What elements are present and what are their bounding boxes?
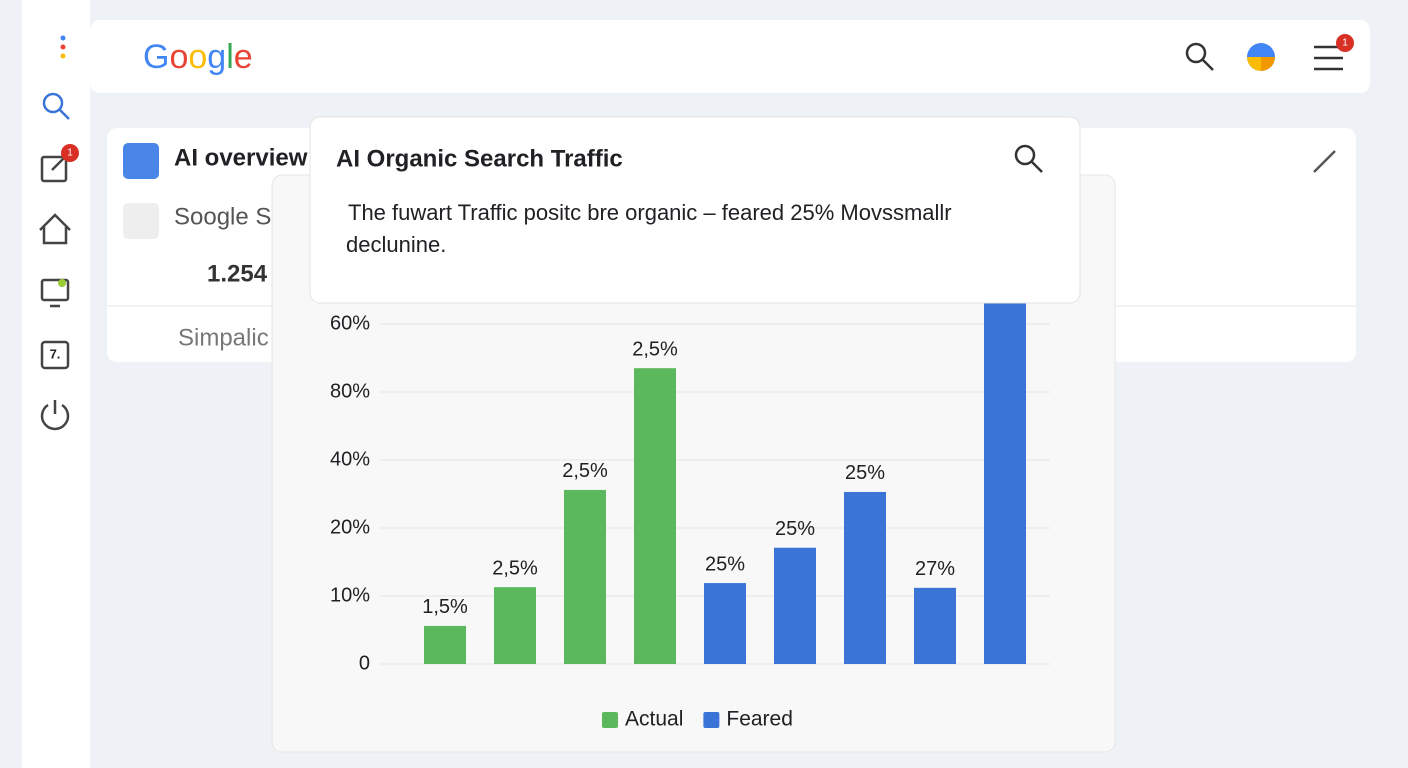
sidebar (22, 0, 90, 768)
chart: 0 10% 20% 40% 80% 60% 1,5% 2,5% 2,5% 2,5% 25% 25% 25… (330, 239, 1050, 731)
badge-text: 1 (1342, 38, 1348, 49)
bar (844, 491, 886, 664)
bar (564, 489, 606, 664)
legend-swatch (703, 712, 720, 728)
card-icon (123, 143, 159, 179)
status-dot (58, 279, 66, 287)
y-tick-label: 40% (330, 448, 370, 470)
badge (61, 144, 79, 162)
card-footer: Simpalic (178, 324, 269, 351)
popup-text: declunine. (346, 232, 446, 257)
popup-text: The fuwart Traffic positc bre organic – … (348, 200, 952, 225)
monitor-icon[interactable] (40, 278, 70, 308)
y-tick-label: 0 (359, 652, 370, 674)
power-icon[interactable] (40, 400, 70, 431)
avatar[interactable] (1247, 43, 1275, 71)
badge (1336, 34, 1354, 52)
popup-title: AI Organic Search Traffic (336, 145, 623, 172)
sidebar-dots (60, 35, 66, 59)
top-search-icon[interactable] (1185, 42, 1214, 71)
search-icon[interactable] (42, 92, 70, 120)
bar (984, 268, 1026, 664)
badge-text: 1 (67, 148, 73, 159)
bar (914, 587, 956, 664)
data-label: 25% (775, 518, 815, 540)
card-metric: 1.254 (207, 260, 268, 287)
bar (424, 625, 466, 664)
card-icon (123, 203, 159, 239)
home-icon[interactable] (39, 213, 71, 245)
data-label: 27% (915, 558, 955, 580)
card-title: AI overview (174, 144, 308, 171)
bar (494, 587, 536, 664)
edit-icon[interactable] (1313, 150, 1336, 173)
y-tick-label: 80% (330, 380, 370, 402)
logo[interactable]: Google (143, 38, 253, 76)
data-label: 2,5% (492, 557, 538, 579)
y-tick-label: 60% (330, 312, 370, 334)
bar (774, 547, 816, 664)
legend-label: Feared (726, 708, 793, 731)
y-tick-label: 20% (330, 516, 370, 538)
bar (634, 368, 676, 664)
bar (704, 583, 746, 664)
data-label: 2,5% (632, 338, 678, 360)
top-bar (90, 20, 1370, 93)
data-label: 1,5% (422, 596, 468, 618)
legend-label: Actual (625, 708, 683, 731)
data-label: 25% (705, 553, 745, 575)
popup (309, 116, 1081, 304)
calendar-label: 7. (50, 346, 61, 361)
data-label: 2,5% (562, 460, 608, 482)
calendar-icon[interactable] (40, 340, 70, 370)
popup-search-icon[interactable] (1014, 144, 1043, 173)
y-tick-label: 10% (330, 584, 370, 606)
legend-swatch (602, 712, 618, 728)
data-label: 25% (845, 462, 885, 484)
card-row: Soogle S (174, 203, 271, 230)
